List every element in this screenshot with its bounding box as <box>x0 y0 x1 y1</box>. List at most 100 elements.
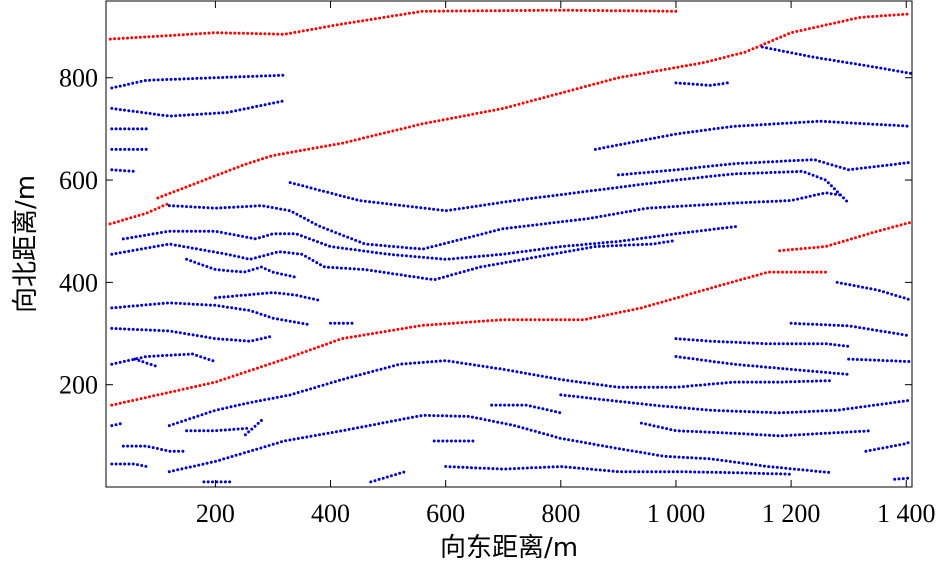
blue-data-point <box>719 163 723 167</box>
blue-data-point <box>535 223 539 227</box>
blue-data-point <box>156 244 160 248</box>
blue-data-point <box>144 111 148 115</box>
blue-data-point <box>741 380 745 384</box>
blue-data-point <box>820 409 824 413</box>
red-data-point <box>315 146 319 150</box>
blue-data-point <box>699 229 703 233</box>
red-data-point <box>272 32 275 36</box>
blue-data-point <box>215 230 219 234</box>
blue-data-point <box>466 206 470 209</box>
blue-data-point <box>157 329 161 332</box>
x-tick-label: 1 200 <box>762 499 821 528</box>
blue-data-point <box>829 409 833 412</box>
blue-data-point <box>636 183 640 187</box>
blue-data-point <box>695 82 699 86</box>
blue-data-point <box>749 200 752 204</box>
blue-data-point <box>712 127 716 131</box>
blue-data-point <box>588 442 592 445</box>
red-data-point <box>706 287 709 291</box>
blue-data-point <box>520 403 524 407</box>
blue-data-point <box>232 233 236 237</box>
blue-data-point <box>123 462 127 466</box>
red-data-point <box>267 32 271 36</box>
blue-data-point <box>724 459 728 463</box>
blue-data-point <box>305 435 309 439</box>
blue-data-point <box>287 209 291 213</box>
blue-data-point <box>417 247 421 251</box>
red-data-point <box>223 377 227 381</box>
blue-data-point <box>620 211 624 215</box>
red-data-point <box>504 106 508 110</box>
blue-data-point <box>792 159 796 163</box>
blue-data-point <box>548 221 552 225</box>
blue-data-point <box>750 462 754 466</box>
plot-frame <box>105 0 913 488</box>
blue-data-point <box>229 75 233 79</box>
blue-data-point <box>502 368 506 371</box>
blue-data-point <box>815 175 819 179</box>
red-data-point <box>503 318 507 322</box>
blue-data-point <box>373 423 376 427</box>
red-data-point <box>605 9 609 13</box>
blue-data-point <box>515 370 519 374</box>
red-data-point <box>665 9 669 13</box>
red-data-point <box>383 330 387 333</box>
blue-trace <box>369 470 406 484</box>
blue-data-point <box>286 292 290 296</box>
blue-data-point <box>239 270 243 274</box>
blue-data-point <box>312 238 315 242</box>
red-data-point <box>841 19 845 23</box>
blue-data-point <box>706 164 710 168</box>
blue-data-point <box>215 480 219 484</box>
blue-data-point <box>156 354 160 358</box>
blue-data-point <box>537 431 541 434</box>
blue-data-point <box>211 250 215 254</box>
blue-data-point <box>127 249 131 253</box>
red-data-point <box>783 34 787 37</box>
blue-data-point <box>463 236 467 240</box>
blue-data-point <box>334 430 338 434</box>
blue-data-point <box>887 68 891 72</box>
blue-data-point <box>776 434 780 438</box>
blue-data-point <box>147 233 151 237</box>
blue-data-point <box>123 169 127 173</box>
red-data-point <box>169 390 172 394</box>
blue-data-point <box>161 113 165 117</box>
blue-data-point <box>588 242 592 246</box>
red-data-point <box>284 357 288 361</box>
blue-data-point <box>872 448 876 452</box>
blue-data-point <box>508 467 512 471</box>
red-data-point <box>575 8 579 12</box>
blue-data-point <box>819 379 823 383</box>
blue-data-point <box>242 451 246 455</box>
blue-data-point <box>176 468 180 472</box>
blue-data-point <box>383 252 387 256</box>
blue-data-point <box>481 364 485 368</box>
red-data-point <box>228 168 232 172</box>
blue-data-point <box>799 410 803 414</box>
blue-data-point <box>733 124 737 128</box>
red-data-point <box>575 87 579 91</box>
blue-data-point <box>632 401 635 405</box>
blue-data-point <box>370 250 374 254</box>
blue-data-point <box>275 271 279 275</box>
red-data-point <box>516 318 520 322</box>
blue-data-point <box>578 218 582 222</box>
blue-data-point <box>605 445 609 449</box>
blue-data-point <box>833 343 837 347</box>
red-data-point <box>300 351 304 355</box>
blue-data-point <box>288 181 292 185</box>
blue-data-point <box>249 204 253 208</box>
blue-data-point <box>700 175 704 179</box>
blue-data-point <box>181 229 185 233</box>
blue-data-point <box>846 407 850 411</box>
red-data-point <box>173 389 177 393</box>
blue-data-point <box>504 200 508 204</box>
blue-data-point <box>904 333 908 337</box>
blue-data-point <box>842 407 846 411</box>
blue-data-point <box>661 135 665 138</box>
blue-data-point <box>182 353 186 356</box>
blue-data-point <box>802 433 806 436</box>
blue-data-point <box>413 361 417 365</box>
blue-data-point <box>623 185 627 188</box>
